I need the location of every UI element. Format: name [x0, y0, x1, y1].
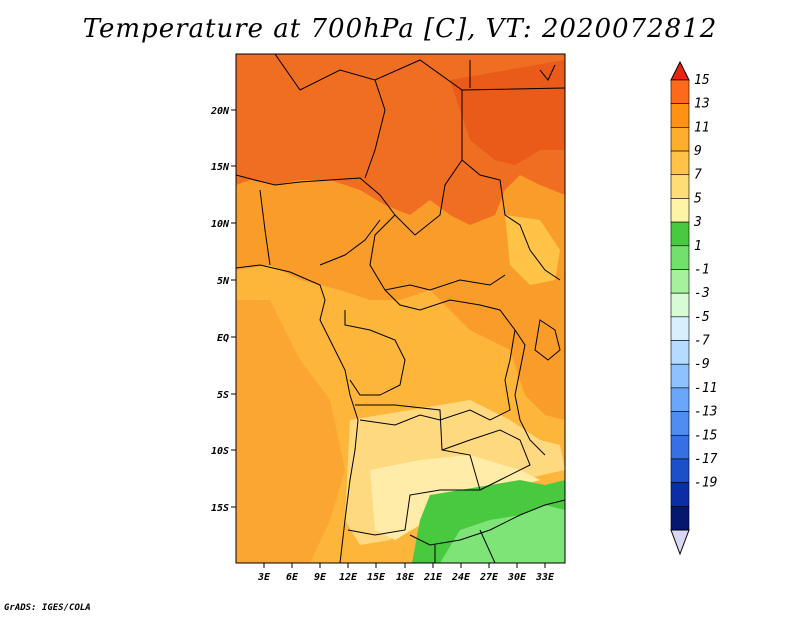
lat-label: 5N — [217, 276, 230, 287]
map-frame — [235, 53, 566, 564]
lat-label: 15N — [211, 162, 230, 173]
colorbar-label: -3 — [694, 286, 710, 301]
colorbar-label: 3 — [693, 215, 702, 230]
lon-label: 24E — [451, 572, 471, 583]
coastline-west-africa — [236, 264, 359, 563]
colorbar-label: -9 — [694, 357, 710, 372]
colorbar-label: -15 — [694, 428, 718, 443]
map-title: Temperature at 700hPa [C], VT: 202007281… — [82, 14, 718, 44]
lat-tick-labels: 20N 15N 10N 5N EQ 5S 10S 15S — [210, 106, 230, 514]
boundary-east-lakes — [514, 319, 561, 456]
boundary-zambia — [441, 429, 531, 491]
credit-text: GrADS: IGES/COLA — [4, 603, 91, 613]
colorbar-segment — [670, 198, 690, 223]
country-boundaries — [236, 54, 565, 563]
colorbar-segment — [670, 174, 690, 199]
colorbar-segment — [670, 506, 690, 531]
colorbar-segment — [670, 150, 690, 176]
temperature-field — [236, 54, 565, 563]
field-cool-south-west — [236, 300, 345, 563]
lat-label: 20N — [210, 106, 230, 117]
lon-ticks — [263, 563, 546, 568]
lat-label: 10N — [211, 219, 230, 230]
colorbar-label: 1 — [694, 239, 702, 254]
boundary-drc — [359, 289, 516, 426]
colorbar-label: -13 — [694, 405, 717, 420]
lat-label: 5S — [217, 390, 229, 401]
colorbar-segment — [670, 79, 690, 104]
colorbar-label: -5 — [694, 310, 710, 325]
colorbar-segment — [670, 411, 690, 436]
colorbar-segment — [670, 482, 690, 507]
lat-label: EQ — [217, 333, 229, 344]
boundary-sahel-1 — [236, 174, 396, 216]
colorbar-label: -19 — [694, 476, 717, 491]
colorbar-segment — [670, 316, 690, 341]
colorbar-label: -17 — [694, 452, 718, 467]
boundary-congo — [344, 310, 406, 396]
lon-tick-labels: 3E 6E 9E 12E 15E 18E 21E 24E 27E 30E 33E — [257, 572, 555, 583]
colorbar-label: -1 — [694, 262, 710, 277]
boundary-north-east — [469, 60, 556, 88]
colorbar: 15 13 11 9 7 5 3 1 -1 -3 -5 -7 -9 -11 -13 -15 -17 -19 — [670, 60, 718, 556]
colorbar-label: 9 — [694, 144, 702, 159]
lon-label: 3E — [257, 572, 271, 583]
colorbar-segment — [670, 269, 690, 294]
colorbar-segment — [670, 221, 690, 247]
boundary-sudan — [461, 87, 565, 281]
colorbar-labels: 15 13 11 9 7 5 3 1 -1 -3 -5 -7 -9 -11 -13 -15 -17 -19 — [693, 73, 718, 491]
lon-label: 21E — [423, 572, 443, 583]
colorbar-label: 5 — [694, 191, 702, 206]
colorbar-label: 7 — [694, 168, 702, 183]
colorbar-segment — [670, 292, 690, 318]
lon-label: 6E — [286, 572, 299, 583]
colorbar-segment — [670, 340, 690, 365]
boundary-car — [369, 214, 506, 291]
colorbar-label: -7 — [694, 334, 710, 349]
boundary-nigeria — [259, 189, 381, 266]
colorbar-segments — [670, 79, 690, 531]
colorbar-label: 11 — [694, 120, 710, 135]
lon-label: 18E — [396, 572, 415, 583]
field-cream-east — [505, 215, 560, 285]
field-hot-northeast — [450, 60, 565, 165]
colorbar-segment — [670, 458, 690, 483]
colorbar-label: 15 — [694, 73, 710, 88]
colorbar-label: 13 — [694, 97, 710, 112]
colorbar-segment — [670, 387, 690, 412]
lon-label: 30E — [507, 572, 527, 583]
colorbar-top-arrow — [670, 60, 690, 81]
colorbar-segment — [670, 103, 690, 128]
lon-label: 33E — [535, 572, 555, 583]
boundary-southern — [409, 499, 565, 563]
lon-label: 9E — [314, 572, 327, 583]
lon-label: 12E — [339, 572, 358, 583]
lon-label: 15E — [367, 572, 386, 583]
lat-ticks — [231, 109, 236, 508]
field-light-green-southeast — [440, 505, 565, 563]
colorbar-segment — [670, 245, 690, 270]
lon-label: 27E — [479, 572, 499, 583]
colorbar-label: -11 — [694, 381, 717, 396]
colorbar-segment — [670, 363, 690, 389]
colorbar-bottom-arrow — [670, 529, 690, 556]
colorbar-segment — [670, 127, 690, 152]
lat-label: 10S — [211, 446, 229, 457]
lat-label: 15S — [211, 503, 229, 514]
colorbar-segment — [670, 434, 690, 460]
boundary-chad — [374, 59, 463, 236]
